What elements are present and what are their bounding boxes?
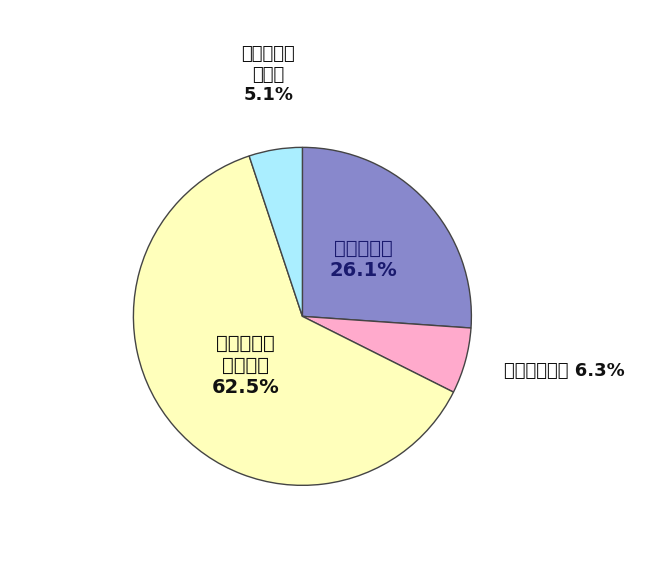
Text: どちらとも
いえない
62.5%: どちらとも いえない 62.5%: [211, 334, 279, 397]
Text: 感じていない 6.3%: 感じていない 6.3%: [504, 363, 625, 381]
Text: 感じている
26.1%: 感じている 26.1%: [330, 239, 397, 280]
Wedge shape: [302, 317, 471, 392]
Wedge shape: [249, 147, 302, 317]
Wedge shape: [133, 156, 454, 486]
Text: 取り組んで
いない
5.1%: 取り組んで いない 5.1%: [241, 45, 295, 104]
Wedge shape: [302, 147, 471, 328]
